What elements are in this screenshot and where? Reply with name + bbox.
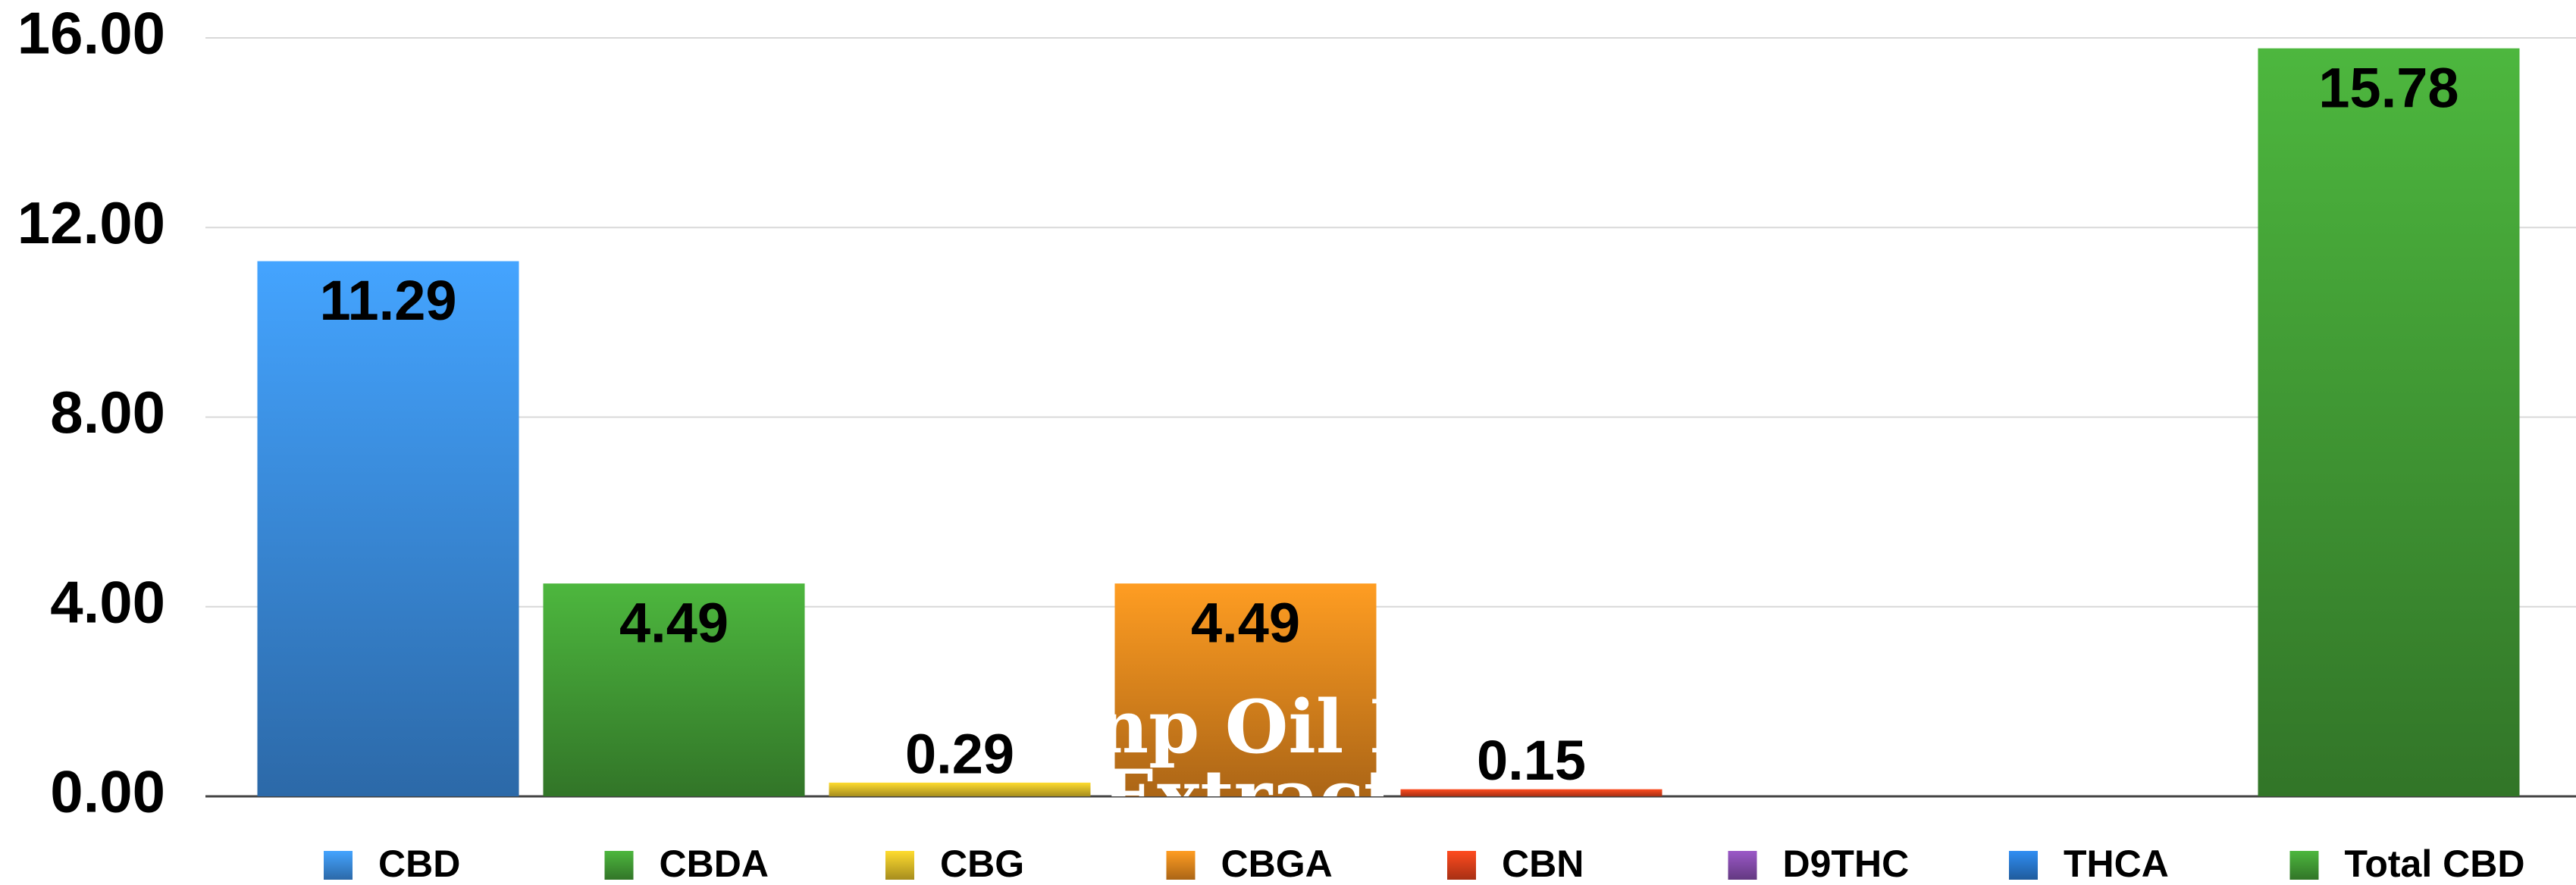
legend-label: CBD	[378, 843, 460, 885]
legend-label: Total CBD	[2345, 843, 2525, 885]
y-tick-label: 8.00	[50, 379, 165, 446]
bar	[1114, 583, 1377, 796]
y-tick-label: 4.00	[50, 568, 165, 635]
legend-label: CBGA	[1221, 843, 1333, 885]
data-label: 4.49	[1191, 592, 1300, 655]
bar	[543, 583, 805, 796]
annotation-text: Extract	[1102, 754, 1397, 840]
bar	[2258, 48, 2520, 797]
legend-swatch	[1166, 851, 1196, 880]
data-label: 15.78	[2318, 56, 2458, 119]
legend-swatch	[1447, 851, 1476, 880]
legend-swatch	[2009, 851, 2038, 880]
bar	[257, 261, 519, 796]
legend-swatch	[604, 851, 634, 880]
legend-swatch	[885, 851, 914, 880]
data-label: 0.15	[1477, 729, 1586, 792]
y-tick-label: 12.00	[17, 189, 165, 256]
data-label: 0.29	[905, 722, 1014, 785]
legend-label: CBDA	[660, 843, 769, 885]
legend-label: THCA	[2064, 843, 2169, 885]
bar	[1400, 789, 1662, 796]
annotation-text: np Oil I	[1095, 684, 1402, 770]
legend-swatch	[1728, 851, 1757, 880]
legend-swatch	[2289, 851, 2319, 880]
data-label: 11.29	[319, 269, 456, 332]
legend-swatch	[324, 851, 353, 880]
legend-label: CBG	[940, 843, 1024, 885]
legend-label: CBN	[1502, 843, 1584, 885]
legend-label: D9THC	[1783, 843, 1910, 885]
y-tick-label: 0.00	[50, 758, 165, 825]
data-label: 4.49	[619, 592, 729, 655]
y-tick-label: 16.00	[17, 0, 165, 67]
bar	[829, 782, 1091, 796]
